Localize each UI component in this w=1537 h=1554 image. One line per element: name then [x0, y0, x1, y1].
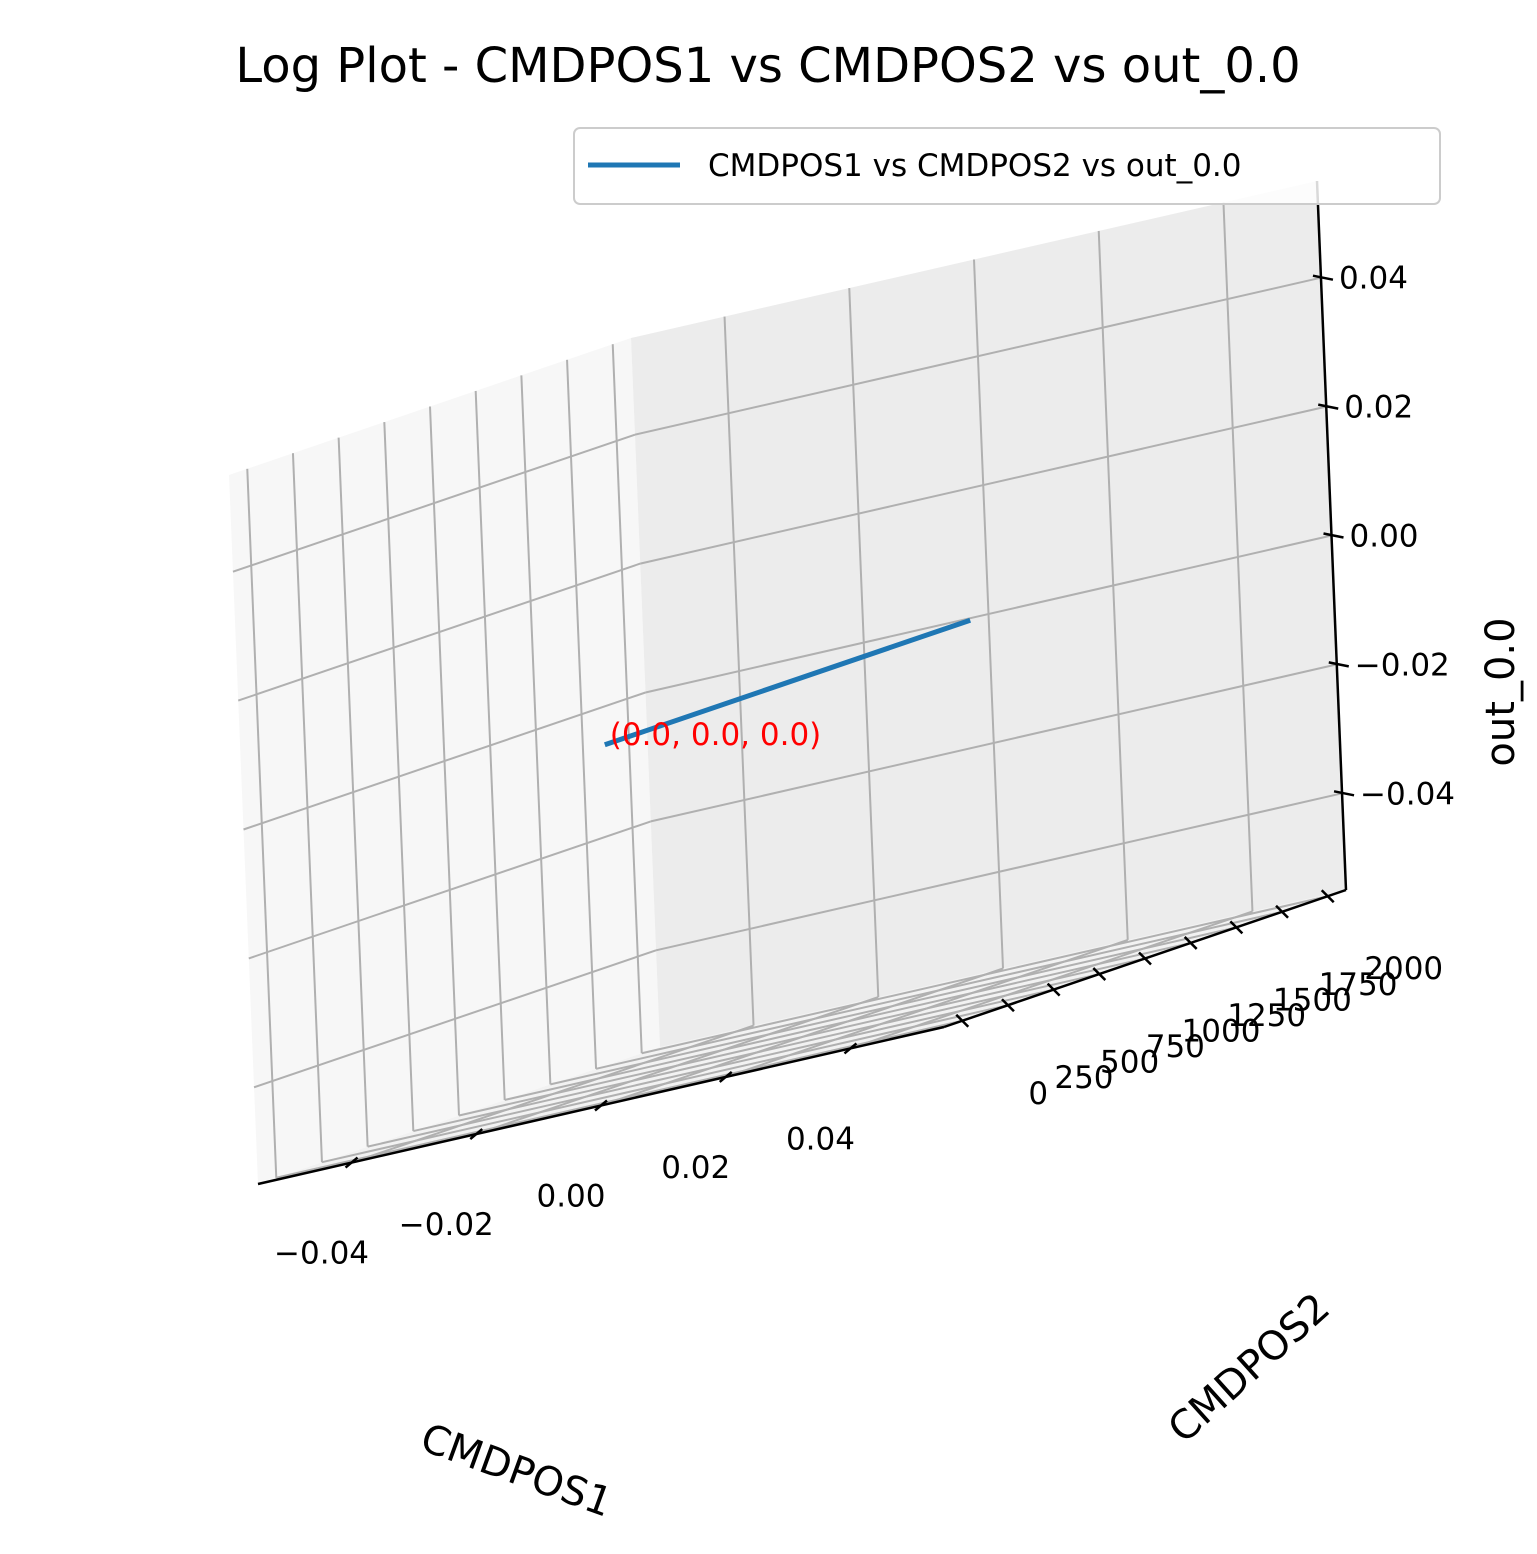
gridlines — [232, 202, 1343, 1179]
y-tick-label: 0 — [1028, 1076, 1048, 1112]
z-tick-label: −0.04 — [1360, 776, 1455, 812]
gridline-z-back — [634, 276, 1322, 436]
y-tick-mark — [955, 1013, 970, 1028]
gridline-y-floor — [550, 926, 1237, 1086]
y-axis-label: CMDPOS2 — [1160, 1284, 1339, 1452]
y-tick-mark — [1138, 951, 1152, 966]
x-tick-label: 0.00 — [536, 1179, 605, 1215]
x-tick-mark — [344, 1156, 359, 1169]
y-tick-mark — [1046, 982, 1061, 997]
y-tick-label: 1250 — [1227, 998, 1306, 1034]
y-tick-mark — [1320, 889, 1335, 904]
axis-ticks: −0.04 −0.02 0.00 0.02 0.04 0 25050075010001250… — [274, 261, 1455, 1272]
x-axis-label: CMDPOS1 — [415, 1415, 618, 1527]
y-tick-label: 500 — [1100, 1045, 1159, 1081]
z-tick-mark — [1323, 532, 1344, 539]
x-tick-mark — [718, 1070, 733, 1083]
x-tick-label: −0.02 — [399, 1207, 494, 1243]
gridline-y-floor — [641, 895, 1328, 1055]
gridline-z-left — [243, 691, 646, 831]
z-tick-label: 0.02 — [1344, 390, 1413, 426]
z-tick-label: −0.02 — [1355, 647, 1450, 683]
x-tick-label: −0.04 — [274, 1236, 369, 1272]
z-tick-mark — [1328, 661, 1350, 668]
gridline-y-floor — [367, 988, 1054, 1148]
legend-label: CMDPOS1 vs CMDPOS2 vs out_0.0 — [708, 148, 1242, 184]
y-tick-mark — [1275, 904, 1289, 919]
y-tick-label: 250 — [1054, 1060, 1113, 1096]
gridline-y-floor — [276, 1019, 963, 1179]
z-tick-mark — [1317, 403, 1339, 410]
gridline-y-floor — [458, 957, 1146, 1117]
gridline-z-left — [248, 820, 652, 960]
gridline-z-left — [232, 433, 636, 573]
gridline-y-floor — [321, 1004, 1009, 1164]
y-tick-mark — [1183, 936, 1198, 950]
z-tick-mark — [1312, 274, 1334, 281]
gridline-z-back — [640, 405, 1327, 565]
legend: CMDPOS1 vs CMDPOS2 vs out_0.0 — [573, 127, 1441, 205]
legend-box — [573, 127, 1441, 205]
gridline-y-floor — [504, 941, 1191, 1101]
y-tick-mark — [1092, 967, 1107, 981]
y-tick-label: 750 — [1146, 1029, 1205, 1065]
annotation-layer: (0.0, 0.0, 0.0) — [610, 717, 822, 753]
gridline-y-floor — [595, 910, 1283, 1070]
chart-title: Log Plot - CMDPOS1 vs CMDPOS2 vs out_0.0 — [235, 38, 1300, 94]
gridline-z-left — [253, 949, 657, 1089]
x-tick-mark — [843, 1042, 858, 1055]
z-tick-mark — [1333, 790, 1355, 797]
x-tick-label: 0.02 — [661, 1150, 730, 1186]
z-tick-label: 0.04 — [1339, 261, 1408, 297]
x-tick-mark — [469, 1128, 484, 1141]
gridline-z-left — [237, 562, 641, 702]
series-layer — [603, 617, 972, 748]
y-tick-mark — [1229, 920, 1244, 935]
gridline-y-floor — [413, 973, 1100, 1133]
x-tick-label: 0.04 — [786, 1121, 855, 1157]
z-axis-label: out_0.0 — [1478, 617, 1524, 766]
y-tick-label: 1500 — [1273, 982, 1352, 1018]
gridline-z-back — [650, 663, 1337, 823]
gridline-z-back — [645, 534, 1332, 694]
y-tick-label: 1000 — [1182, 1014, 1261, 1050]
y-tick-label: 2000 — [1364, 951, 1443, 987]
y-tick-mark — [1001, 998, 1015, 1013]
series-line — [603, 617, 972, 748]
y-tick-label: 1750 — [1319, 967, 1398, 1003]
point-annotation: (0.0, 0.0, 0.0) — [610, 717, 822, 753]
gridline-z-back — [655, 792, 1343, 952]
z-tick-label: 0.00 — [1350, 519, 1419, 555]
x-tick-mark — [594, 1099, 608, 1112]
